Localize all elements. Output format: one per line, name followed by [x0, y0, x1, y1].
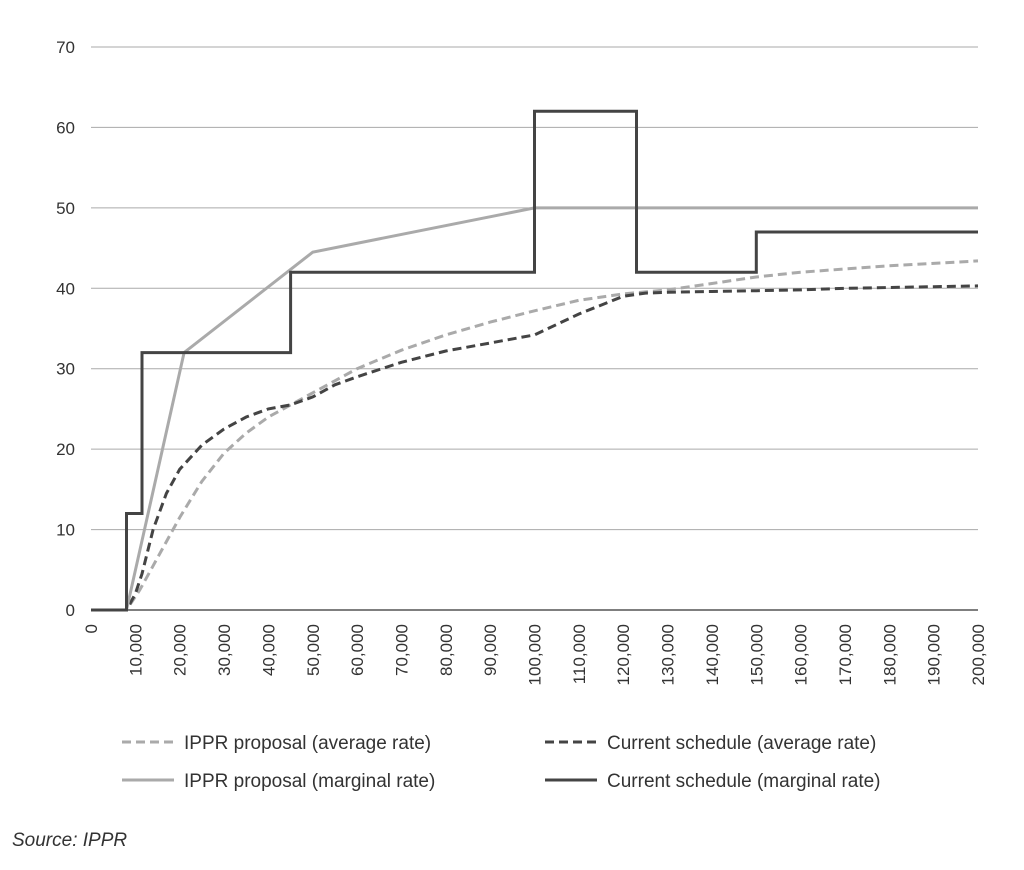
y-tick-label: 70: [56, 38, 75, 57]
legend: IPPR proposal (average rate) Current sche…: [122, 733, 881, 792]
x-tick-label: 170,000: [836, 624, 855, 685]
x-tick-label: 200,000: [969, 624, 988, 685]
x-tick-label: 50,000: [304, 624, 323, 676]
legend-label-2: IPPR proposal (marginal rate): [184, 771, 435, 792]
x-tick-label: 10,000: [126, 624, 145, 676]
x-tick-label: 190,000: [925, 624, 944, 685]
x-tick-label: 30,000: [215, 624, 234, 676]
x-tick-label: 120,000: [614, 624, 633, 685]
legend-label-1: Current schedule (average rate): [607, 733, 876, 754]
series-lines: [91, 109, 979, 612]
series-line-1: [91, 284, 979, 612]
x-tick-label: 40,000: [259, 624, 278, 676]
source-note: Source: IPPR: [12, 830, 128, 851]
series-line-3: [91, 109, 978, 612]
x-tick-label: 80,000: [437, 624, 456, 676]
x-axis-ticks: 0 10,000 20,000 30,000 40,000 50,000 60,000 70,…: [82, 624, 988, 685]
x-tick-label: 150,000: [747, 624, 766, 685]
series-line-0: [91, 259, 979, 612]
y-tick-label: 0: [66, 601, 75, 620]
x-tick-label: 140,000: [703, 624, 722, 685]
x-tick-label: 60,000: [348, 624, 367, 676]
x-tick-label: 90,000: [481, 624, 500, 676]
y-tick-label: 30: [56, 360, 75, 379]
y-tick-label: 60: [56, 118, 75, 137]
y-tick-label: 10: [56, 521, 75, 540]
y-axis-ticks: 0 10 20 30 40 50 60 70: [56, 38, 75, 620]
y-tick-label: 40: [56, 279, 75, 298]
y-tick-label: 50: [56, 199, 75, 218]
x-tick-label: 70,000: [392, 624, 411, 676]
x-tick-label: 180,000: [880, 624, 899, 685]
legend-label-3: Current schedule (marginal rate): [607, 771, 881, 792]
x-tick-label: 0: [82, 624, 101, 633]
x-tick-label: 100,000: [526, 624, 545, 685]
x-tick-label: 160,000: [792, 624, 811, 685]
x-tick-label: 110,000: [570, 624, 589, 684]
x-tick-label: 20,000: [171, 624, 190, 676]
legend-label-0: IPPR proposal (average rate): [184, 733, 431, 754]
x-tick-label: 130,000: [659, 624, 678, 685]
y-tick-label: 20: [56, 440, 75, 459]
